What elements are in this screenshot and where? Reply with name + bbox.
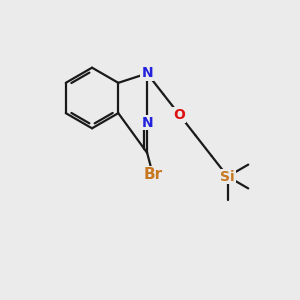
Text: Br: Br xyxy=(143,167,162,182)
Text: N: N xyxy=(141,67,153,80)
Text: O: O xyxy=(173,108,185,122)
Text: Si: Si xyxy=(220,169,235,184)
Text: N: N xyxy=(141,116,153,130)
